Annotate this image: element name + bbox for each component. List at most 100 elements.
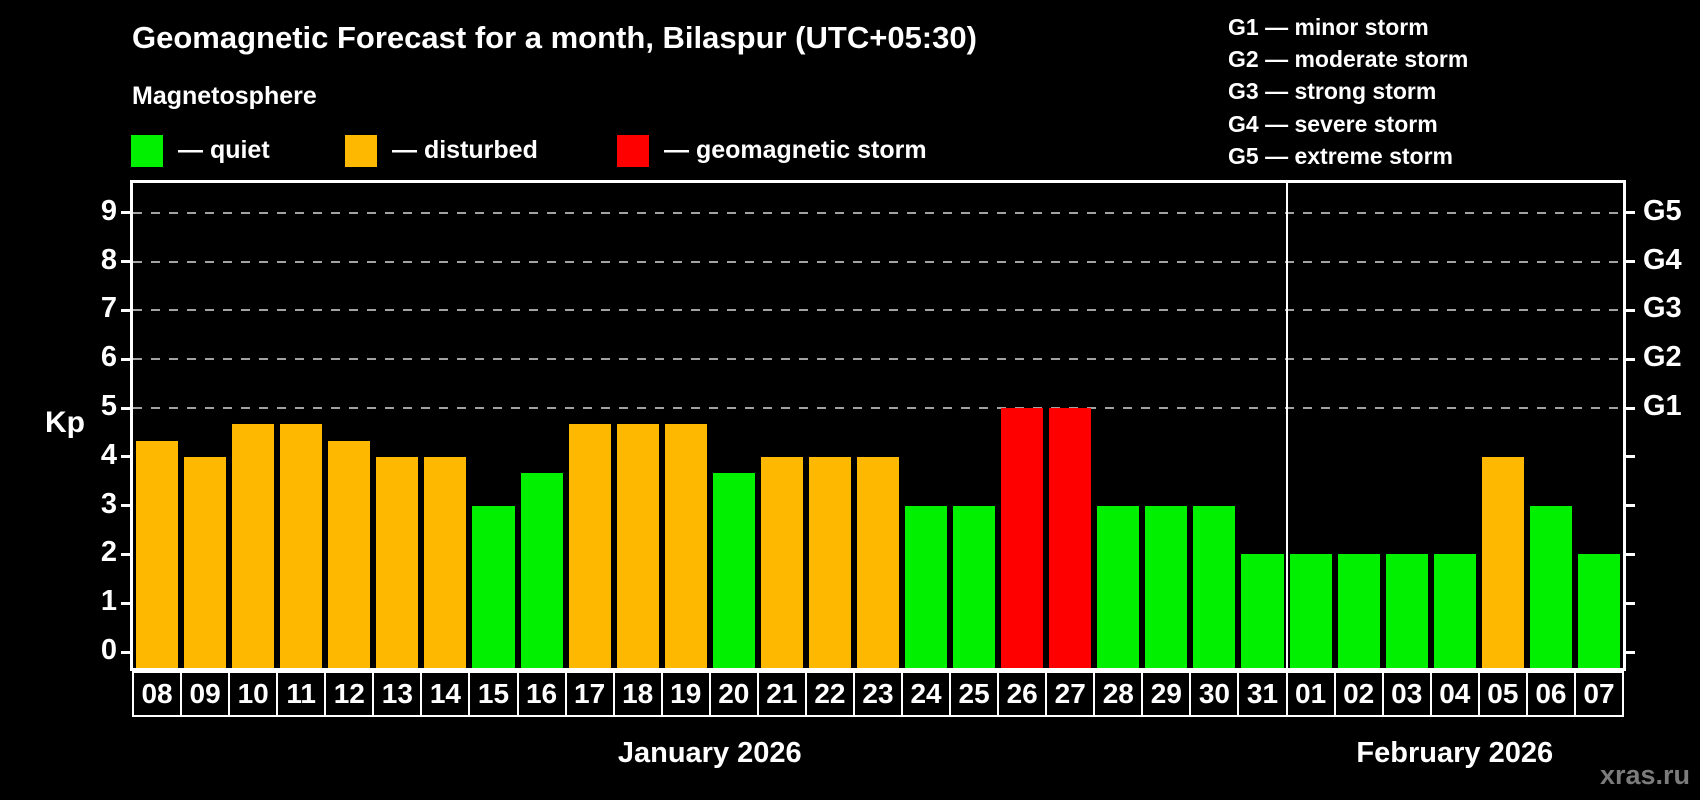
- storm-scale-line-3: G3 — strong storm: [1228, 78, 1437, 105]
- month-label: February 2026: [1356, 737, 1554, 769]
- y-axis-tick-right-7: [1626, 308, 1635, 312]
- kp-bar-10: [232, 424, 275, 668]
- kp-bar-01: [1289, 554, 1332, 668]
- disturbed-color-swatch: [345, 134, 377, 167]
- date-label-03: 03: [1381, 671, 1432, 717]
- date-label-31: 31: [1237, 671, 1288, 717]
- kp-bar-12: [328, 440, 371, 668]
- kp-bar-20: [712, 472, 755, 668]
- legend-item-disturbed: — disturbed: [345, 134, 538, 167]
- date-label-24: 24: [901, 671, 952, 717]
- y-axis-tick-left-0: [121, 650, 130, 654]
- storm-color-swatch: [617, 134, 649, 167]
- y-axis-tick-right-3: [1626, 504, 1635, 508]
- date-label-22: 22: [804, 671, 855, 717]
- kp-bar-24: [905, 505, 948, 668]
- date-label-19: 19: [660, 671, 711, 717]
- legend-label-storm: — geomagnetic storm: [664, 136, 927, 164]
- gridline-kp6: [133, 358, 1623, 361]
- kp-bar-15: [472, 505, 515, 668]
- date-label-02: 02: [1333, 671, 1384, 717]
- kp-bar-03: [1385, 554, 1428, 668]
- kp-bar-31: [1241, 554, 1284, 668]
- y-axis-tick-right-5: [1626, 406, 1635, 410]
- y-tick-label-9: 9: [100, 194, 117, 227]
- date-label-14: 14: [420, 671, 471, 717]
- date-label-12: 12: [324, 671, 375, 717]
- kp-bar-28: [1097, 505, 1140, 668]
- date-label-20: 20: [708, 671, 759, 717]
- legend-item-quiet: — quiet: [131, 134, 270, 167]
- y-axis-tick-right-9: [1626, 211, 1635, 215]
- date-label-23: 23: [852, 671, 904, 717]
- watermark: xras.ru: [1599, 760, 1690, 790]
- right-axis-label-G3: G3: [1643, 292, 1682, 325]
- y-axis-tick-right-1: [1626, 601, 1635, 605]
- date-label-08: 08: [132, 671, 183, 717]
- legend-item-storm: — geomagnetic storm: [617, 134, 927, 167]
- x-axis-date-row: 08 09 10 11 12 13 14 15 16 17 18 19 20 21 22 23 24 25 26 27…: [132, 671, 1624, 717]
- y-axis-tick-left-8: [121, 260, 130, 264]
- right-axis-label-G5: G5: [1643, 194, 1682, 227]
- kp-bar-06: [1529, 505, 1572, 668]
- y-axis-tick-right-8: [1626, 260, 1635, 264]
- kp-bar-26: [1001, 408, 1044, 668]
- kp-bar-02: [1337, 554, 1380, 668]
- y-tick-label-1: 1: [100, 585, 117, 618]
- y-tick-label-6: 6: [100, 341, 117, 374]
- y-axis-tick-right-4: [1626, 455, 1635, 459]
- y-axis-tick-right-2: [1626, 552, 1635, 556]
- y-axis-tick-left-9: [121, 211, 130, 215]
- date-label-09: 09: [180, 671, 231, 717]
- date-label-29: 29: [1141, 671, 1192, 717]
- kp-bar-16: [520, 472, 563, 668]
- y-tick-label-4: 4: [100, 438, 117, 471]
- legend-label-disturbed: — disturbed: [392, 136, 538, 164]
- date-label-13: 13: [372, 671, 423, 717]
- y-tick-label-3: 3: [100, 487, 117, 520]
- right-axis-label-G2: G2: [1643, 341, 1682, 374]
- kp-bar-18: [616, 424, 659, 668]
- date-label-10: 10: [228, 671, 279, 717]
- month-label: January 2026: [617, 737, 802, 769]
- y-tick-label-7: 7: [100, 292, 117, 325]
- y-axis-tick-left-5: [121, 406, 130, 410]
- legend-label-quiet: — quiet: [178, 136, 270, 164]
- date-label-01: 01: [1285, 671, 1336, 717]
- y-tick-label-0: 0: [100, 634, 117, 666]
- y-axis-tick-right-6: [1626, 357, 1635, 361]
- kp-bar-14: [424, 456, 467, 668]
- y-axis-title: Kp: [45, 406, 85, 439]
- kp-bar-04: [1433, 554, 1476, 668]
- date-label-11: 11: [276, 671, 327, 717]
- kp-bar-08: [136, 440, 179, 668]
- date-label-04: 04: [1429, 671, 1480, 717]
- y-axis-tick-left-7: [121, 308, 130, 312]
- kp-bar-13: [376, 456, 419, 668]
- kp-bar-17: [568, 424, 611, 668]
- date-label-07: 07: [1573, 671, 1624, 717]
- date-label-28: 28: [1093, 671, 1144, 717]
- quiet-color-swatch: [131, 134, 163, 167]
- date-label-15: 15: [468, 671, 519, 717]
- y-tick-label-8: 8: [100, 243, 117, 276]
- date-label-05: 05: [1477, 671, 1528, 717]
- right-axis-label-G4: G4: [1643, 243, 1682, 276]
- storm-scale-line-5: G5 — extreme storm: [1228, 142, 1453, 169]
- kp-bar-25: [953, 505, 996, 668]
- storm-scale-line-1: G1 — minor storm: [1228, 14, 1429, 40]
- y-axis-tick-left-6: [121, 357, 130, 361]
- date-label-21: 21: [756, 671, 807, 717]
- gridline-kp8: [133, 260, 1623, 263]
- y-axis-tick-left-4: [121, 455, 130, 459]
- y-axis-tick-left-1: [121, 601, 130, 605]
- date-label-25: 25: [949, 671, 1000, 717]
- date-label-17: 17: [564, 671, 615, 717]
- kp-bar-23: [856, 456, 900, 668]
- month-separator: [1285, 183, 1288, 668]
- chart-title: Geomagnetic Forecast for a month, Bilasp…: [132, 20, 977, 55]
- gridline-kp5: [133, 407, 1623, 409]
- kp-bar-21: [760, 456, 803, 668]
- kp-bar-07: [1577, 554, 1620, 668]
